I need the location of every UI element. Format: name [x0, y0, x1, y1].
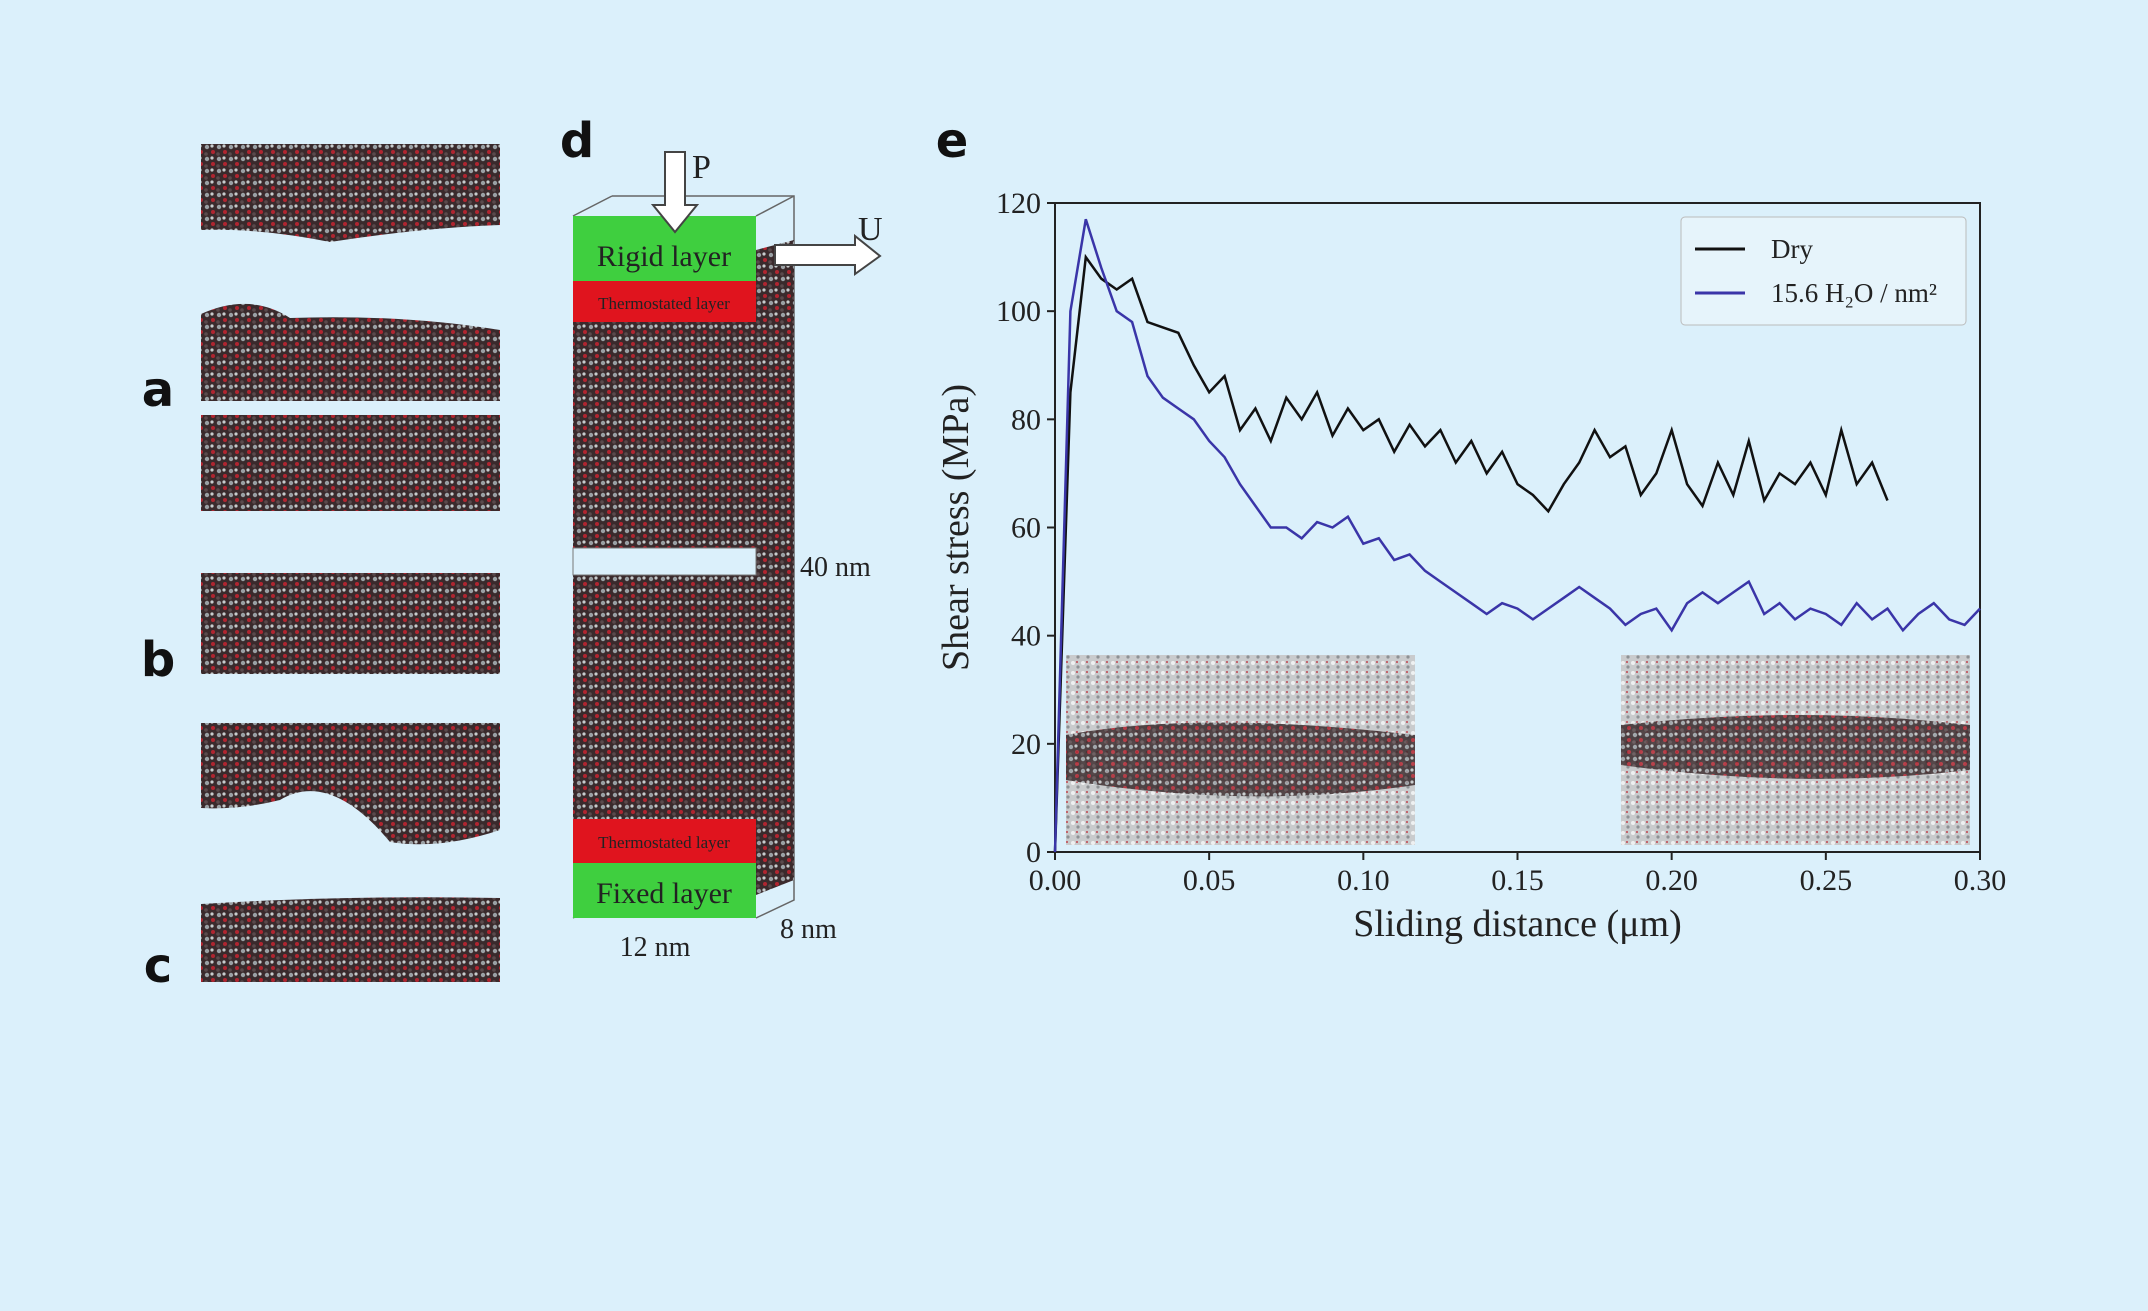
panel-label: d — [560, 113, 594, 169]
x-tick-label: 0.00 — [1029, 864, 1082, 897]
rigid-layer — [573, 216, 756, 281]
dimension-label: 40 nm — [800, 552, 871, 583]
y-tick-label: 60 — [1011, 512, 1041, 545]
slab — [201, 723, 500, 845]
fixed-layer — [573, 863, 756, 918]
data-line — [1053, 253, 1889, 853]
layer-label: Thermostated layer — [598, 294, 730, 313]
y-tick-label: 100 — [996, 295, 1041, 328]
legend-label: Dry — [1771, 234, 1813, 264]
velocity-arrow — [774, 233, 882, 276]
inset-band — [1066, 722, 1415, 797]
slab — [201, 415, 500, 511]
panel-label: b — [141, 632, 175, 688]
gap — [572, 547, 757, 576]
legend-label: 15.6 H₂O / nm² — [1771, 278, 1937, 308]
x-axis-title: Sliding distance (μm) — [1353, 903, 1682, 945]
slab — [573, 322, 756, 548]
inset-band — [1621, 715, 1970, 779]
snapshots — [201, 144, 500, 982]
y-tick-label: 40 — [1011, 620, 1041, 653]
layer-label: Rigid layer — [597, 240, 731, 273]
pressure-label: P — [692, 149, 711, 186]
y-tick-label: 20 — [1011, 728, 1041, 761]
slab — [201, 303, 500, 401]
panel-label: a — [142, 362, 174, 418]
legend-box — [1680, 216, 1967, 326]
y-axis-title: Shear stress (MPa) — [935, 384, 977, 671]
x-tick-label: 0.05 — [1183, 864, 1236, 897]
y-tick-label: 80 — [1011, 403, 1041, 436]
panel-label: c — [144, 938, 172, 994]
slab — [201, 573, 500, 674]
slab — [573, 575, 756, 819]
data-line — [1053, 218, 1981, 853]
x-tick-label: 0.30 — [1954, 864, 2007, 897]
slab — [201, 144, 500, 242]
layer-label: Fixed layer — [596, 877, 732, 910]
simulation-box: Rigid layer Thermostated layer Thermosta… — [572, 149, 883, 963]
slab-side — [756, 240, 794, 895]
panel-label: e — [936, 113, 969, 169]
dimension-label: 8 nm — [780, 914, 837, 945]
y-tick-label: 120 — [996, 187, 1041, 220]
velocity-label: U — [858, 211, 883, 248]
dimension-label: 12 nm — [620, 932, 691, 963]
pressure-arrow — [650, 151, 700, 234]
x-tick-label: 0.25 — [1800, 864, 1853, 897]
y-tick-label: 0 — [1026, 836, 1041, 869]
slab — [201, 897, 500, 982]
x-tick-label: 0.15 — [1491, 864, 1544, 897]
x-tick-label: 0.10 — [1337, 864, 1390, 897]
layer-label: Thermostated layer — [598, 833, 730, 852]
thermostat-layer — [573, 281, 756, 322]
x-tick-label: 0.20 — [1645, 864, 1698, 897]
thermostat-layer — [573, 819, 756, 863]
